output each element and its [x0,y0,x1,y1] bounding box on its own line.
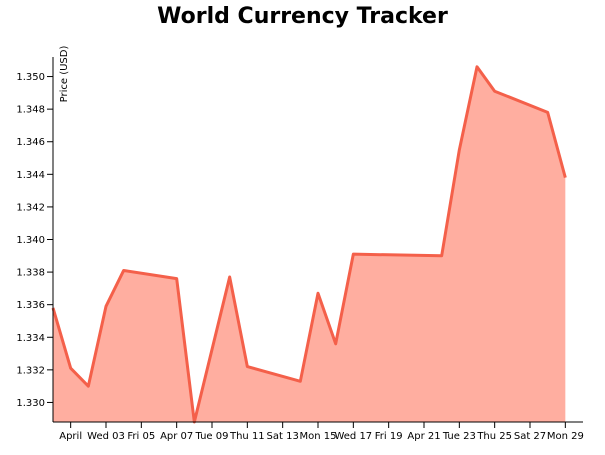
x-tick-label: Mon 29 [547,431,584,442]
y-tick-label: 1.348 [16,105,45,116]
y-axis-label: Price (USD) [59,46,70,103]
y-tick-label: 1.338 [16,268,45,279]
x-tick-label: Mon 15 [300,431,337,442]
x-tick-label: Sat 13 [267,431,299,442]
x-tick-label: Apr 07 [160,431,193,442]
x-tick-label: Apr 21 [407,431,440,442]
x-tick-label: Fri 05 [127,431,155,442]
x-tick-label: Thu 11 [229,431,265,442]
x-tick-label: Fri 19 [375,431,403,442]
x-tick-label: Tue 09 [195,431,229,442]
x-tick-label: April [59,431,82,442]
y-tick-label: 1.330 [16,398,45,409]
y-tick-label: 1.332 [16,365,45,376]
x-tick-label: Thu 25 [476,431,512,442]
y-tick-label: 1.346 [16,137,45,148]
series-line [51,65,567,424]
y-tick-label: 1.340 [16,235,45,246]
y-tick-label: 1.334 [16,333,45,344]
y-tick-label: 1.342 [16,202,45,213]
area-fill [53,66,566,422]
x-tick-label: Wed 17 [334,431,372,442]
x-tick-label: Sat 27 [514,431,546,442]
y-tick-label: 1.336 [16,300,45,311]
y-tick-label: 1.344 [16,170,45,181]
x-tick-label: Wed 03 [87,431,125,442]
y-tick-label: 1.350 [16,72,45,83]
x-tick-label: Tue 23 [442,431,476,442]
chart-title: World Currency Tracker [157,4,448,29]
